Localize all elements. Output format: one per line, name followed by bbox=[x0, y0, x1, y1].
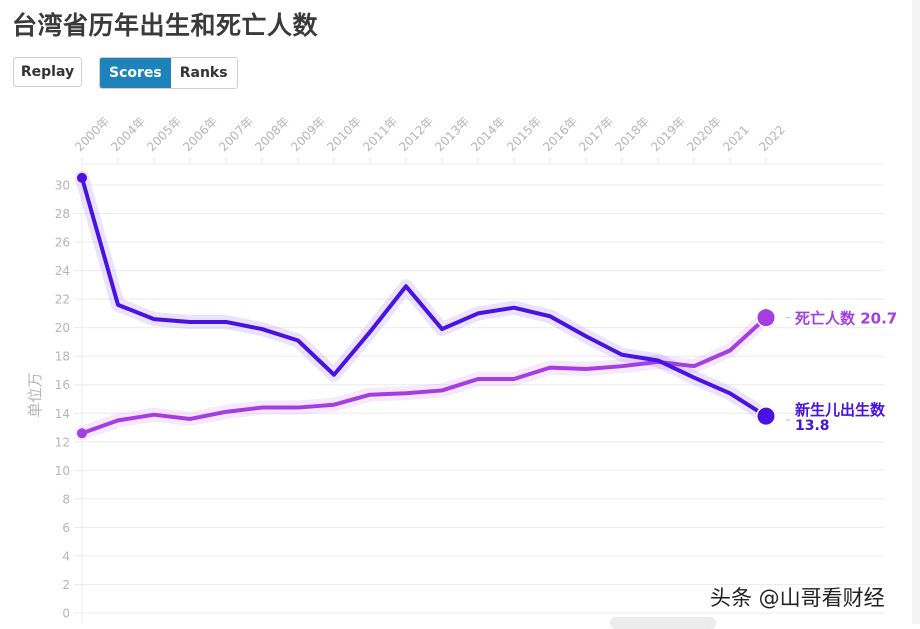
y-tick-label: 26 bbox=[55, 236, 70, 250]
ranks-tab[interactable]: Ranks bbox=[170, 58, 237, 88]
scrollbar[interactable] bbox=[912, 0, 920, 624]
series-lines bbox=[75, 170, 776, 441]
y-tick-label: 30 bbox=[55, 179, 70, 193]
x-tick-label: 2021 bbox=[720, 123, 751, 154]
x-tick-label: 2010年 bbox=[324, 114, 364, 154]
grid-lines bbox=[74, 160, 884, 624]
births-line bbox=[80, 175, 768, 419]
x-tick-label: 2004年 bbox=[108, 114, 148, 154]
y-tick-label: 22 bbox=[55, 293, 70, 307]
y-tick-label: 8 bbox=[62, 492, 70, 506]
mode-toggle: Scores Ranks bbox=[99, 57, 238, 89]
x-tick-label: 2022 bbox=[756, 123, 787, 154]
x-tick-label: 2008年 bbox=[252, 114, 292, 154]
bottom-handle[interactable] bbox=[610, 617, 716, 629]
x-tick-label: 2017年 bbox=[576, 114, 616, 154]
x-tick-label: 2000年 bbox=[72, 114, 112, 154]
x-tick-label: 2011年 bbox=[360, 114, 400, 154]
y-tick-label: 4 bbox=[62, 549, 70, 563]
x-tick-label: 2019年 bbox=[648, 114, 688, 154]
y-tick-label: 18 bbox=[55, 350, 70, 364]
y-tick-label: 10 bbox=[55, 464, 70, 478]
y-tick-label: 20 bbox=[55, 321, 70, 335]
y-tick-label: 2 bbox=[62, 578, 70, 592]
x-tick-label: 2016年 bbox=[540, 114, 580, 154]
scores-tab[interactable]: Scores bbox=[100, 58, 171, 88]
replay-button[interactable]: Replay bbox=[13, 57, 82, 87]
y-tick-label: 16 bbox=[55, 378, 70, 392]
x-tick-label: 2007年 bbox=[216, 114, 256, 154]
x-tick-label: 2012年 bbox=[396, 114, 436, 154]
x-tick-label: 2015年 bbox=[504, 114, 544, 154]
y-tick-label: 14 bbox=[55, 407, 70, 421]
y-tick-label: 12 bbox=[55, 435, 70, 449]
x-tick-label: 2018年 bbox=[612, 114, 652, 154]
y-tick-label: 6 bbox=[62, 521, 70, 535]
watermark: 头条 @山哥看财经 bbox=[710, 586, 885, 610]
x-axis: 2000年2004年2005年2006年2007年2008年2009年2010年… bbox=[72, 114, 788, 164]
start-dot bbox=[77, 172, 87, 183]
start-dot bbox=[77, 428, 87, 439]
x-tick-label: 2014年 bbox=[468, 114, 508, 154]
births-end-label: 新生儿出生数 bbox=[795, 401, 886, 419]
end-dot bbox=[757, 407, 775, 425]
end-dot bbox=[757, 309, 775, 327]
x-tick-label: 2006年 bbox=[180, 114, 220, 154]
x-tick-label: 2013年 bbox=[432, 114, 472, 154]
deaths-line bbox=[80, 315, 768, 436]
y-tick-label: 24 bbox=[55, 264, 70, 278]
y-axis-label: 单位万 bbox=[26, 372, 44, 417]
x-tick-label: 2009年 bbox=[288, 114, 328, 154]
x-tick-label: 2005年 bbox=[144, 114, 184, 154]
page-title: 台湾省历年出生和死亡人数 bbox=[12, 11, 319, 40]
y-tick-label: 28 bbox=[55, 207, 70, 221]
x-tick-label: 2020年 bbox=[684, 114, 724, 154]
y-tick-label: 0 bbox=[62, 607, 70, 621]
deaths-end-label: 死亡人数 20.7 bbox=[795, 310, 897, 328]
births-end-value: 13.8 bbox=[795, 418, 830, 434]
